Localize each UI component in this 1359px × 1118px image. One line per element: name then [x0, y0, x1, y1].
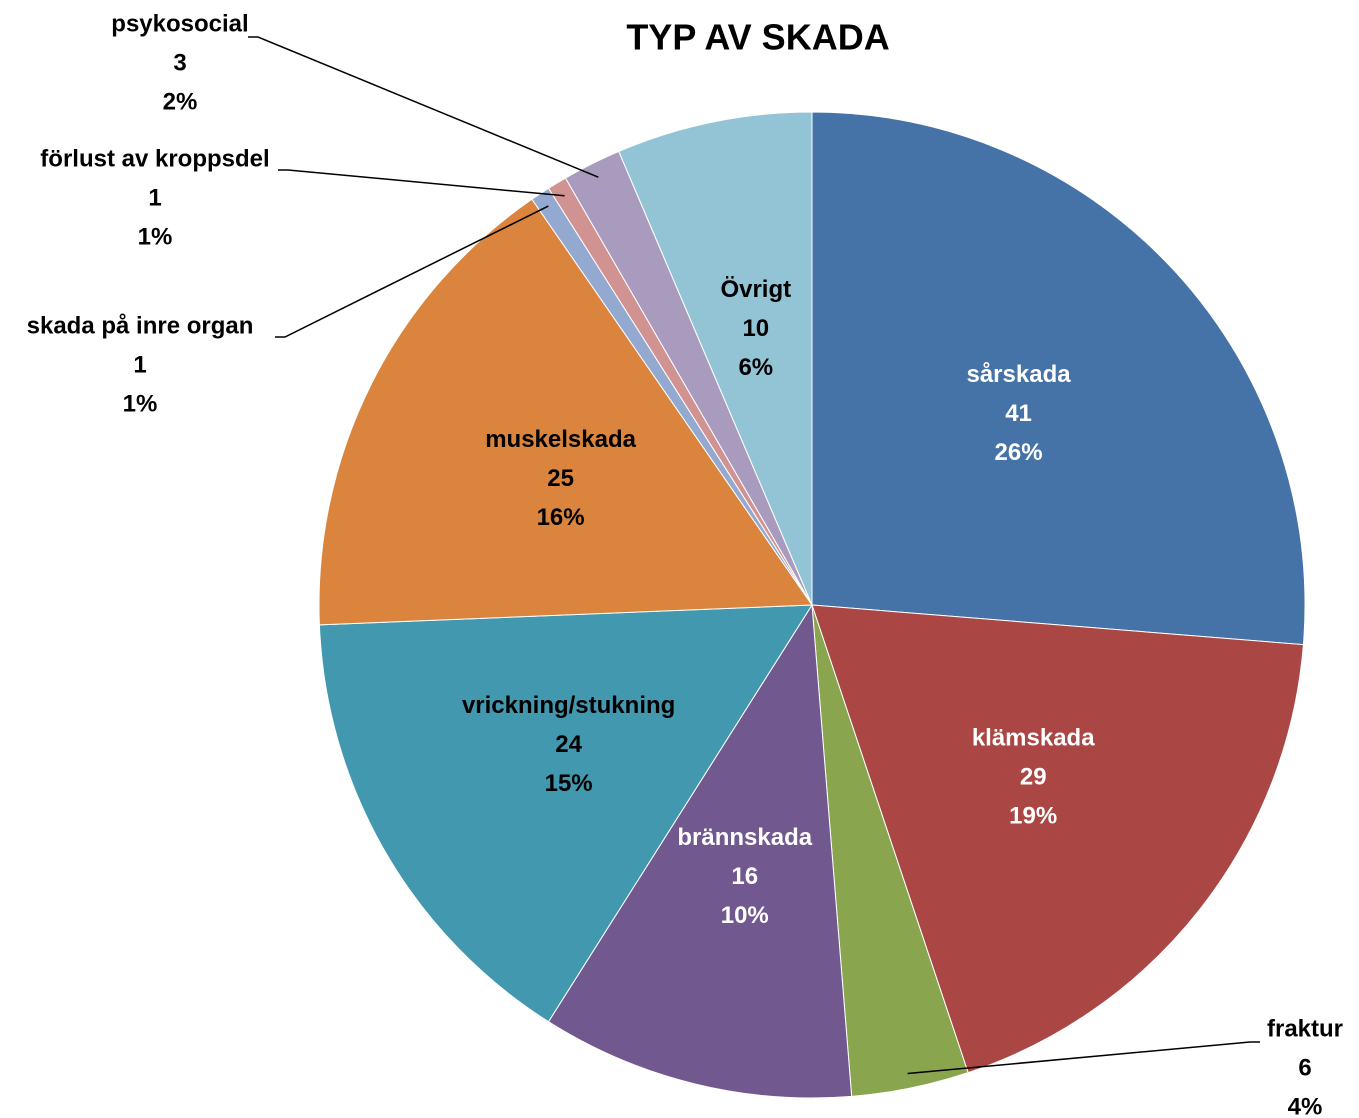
slice-label: skada på inre organ	[27, 312, 254, 339]
slice-value: 1	[148, 184, 161, 211]
slice-value: 3	[173, 49, 186, 76]
slice-value: 29	[1020, 764, 1047, 791]
chart-title: TYP AV SKADA	[626, 17, 889, 58]
slice-label: fraktur	[1267, 1015, 1343, 1042]
slice-value: 16	[731, 863, 758, 890]
slice-percent: 2%	[163, 88, 198, 115]
slice-label: vrickning/stukning	[462, 692, 675, 719]
slice-value: 24	[555, 731, 582, 758]
slice-label: sårskada	[966, 361, 1071, 388]
pie-slice	[318, 198, 813, 626]
slice-value: 41	[1005, 400, 1032, 427]
slice-label: förlust av kroppsdel	[40, 145, 269, 172]
slice-percent: 1%	[138, 223, 173, 250]
slice-percent: 6%	[738, 354, 773, 381]
pie-slice	[811, 604, 1304, 1074]
slice-label: muskelskada	[485, 426, 636, 453]
slice-label: psykosocial	[111, 10, 248, 37]
slice-percent: 4%	[1288, 1093, 1323, 1118]
slice-value: 25	[547, 465, 574, 492]
leader-line	[248, 36, 599, 178]
pie-slice	[318, 604, 813, 1023]
slice-percent: 19%	[1009, 803, 1057, 830]
slice-label: brännskada	[677, 824, 812, 851]
slice-percent: 1%	[123, 390, 158, 417]
slice-value: 6	[1298, 1054, 1311, 1081]
leader-line	[278, 169, 565, 197]
leader-line	[275, 205, 549, 338]
slice-percent: 15%	[545, 770, 593, 797]
slice-value: 10	[742, 315, 769, 342]
slice-label: klämskada	[972, 725, 1095, 752]
slice-value: 1	[133, 351, 146, 378]
slice-percent: 26%	[995, 439, 1043, 466]
leader-line	[907, 1041, 1260, 1075]
slice-label: Övrigt	[720, 276, 791, 303]
pie-slice	[618, 111, 813, 606]
slice-percent: 10%	[721, 902, 769, 929]
pie-slice	[811, 111, 1306, 646]
pie-slice	[547, 603, 853, 1099]
slice-percent: 16%	[537, 504, 585, 531]
